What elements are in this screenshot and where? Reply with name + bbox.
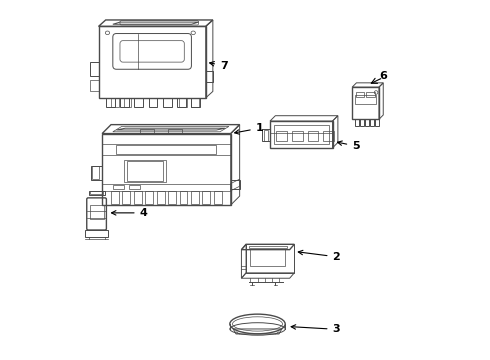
Bar	[360, 119, 364, 126]
Bar	[134, 98, 143, 107]
Bar	[206, 71, 213, 82]
Text: 4: 4	[112, 208, 147, 218]
Bar	[127, 161, 163, 181]
Bar	[113, 185, 123, 189]
Bar	[123, 98, 131, 107]
Bar	[370, 119, 373, 126]
Bar	[273, 125, 329, 144]
Bar	[111, 192, 119, 204]
Text: 1: 1	[235, 123, 264, 134]
Bar	[90, 62, 98, 76]
Bar	[102, 134, 231, 205]
Bar	[264, 130, 268, 141]
Bar	[168, 192, 176, 204]
Bar	[262, 129, 270, 141]
Text: 5: 5	[338, 141, 360, 151]
Bar	[214, 192, 222, 204]
Bar	[355, 95, 376, 104]
Bar	[202, 192, 210, 204]
Bar	[123, 160, 167, 182]
Bar	[157, 192, 165, 204]
Text: 7: 7	[210, 61, 228, 71]
Bar	[134, 192, 142, 204]
Bar	[122, 192, 130, 204]
Bar	[92, 166, 102, 180]
Bar	[146, 192, 153, 204]
Bar	[355, 119, 359, 126]
Bar	[117, 145, 217, 154]
Bar	[168, 129, 182, 133]
Bar	[367, 92, 375, 97]
Bar	[90, 80, 98, 91]
Bar	[120, 98, 129, 107]
Bar	[148, 98, 157, 107]
Bar	[323, 131, 334, 141]
Bar	[98, 26, 206, 98]
Bar	[192, 98, 200, 107]
Bar	[92, 166, 98, 179]
Text: 6: 6	[379, 71, 387, 81]
Bar	[250, 249, 285, 266]
Bar	[356, 92, 364, 97]
Bar	[270, 121, 333, 148]
Bar	[90, 205, 103, 219]
Text: 2: 2	[298, 250, 340, 262]
Bar	[90, 192, 103, 194]
Bar	[276, 131, 287, 141]
Bar	[140, 129, 154, 133]
Bar	[179, 98, 187, 107]
Bar	[375, 119, 379, 126]
Bar	[292, 131, 303, 141]
Bar	[192, 98, 199, 107]
Bar	[191, 192, 199, 204]
Bar	[129, 185, 140, 189]
Bar	[106, 98, 115, 107]
Bar	[111, 98, 119, 107]
Bar	[163, 98, 172, 107]
Bar	[308, 131, 318, 141]
Text: 3: 3	[291, 324, 340, 334]
Bar	[352, 87, 379, 119]
Bar	[180, 192, 188, 204]
Bar	[365, 119, 368, 126]
Bar	[231, 180, 240, 189]
Bar	[177, 98, 186, 107]
